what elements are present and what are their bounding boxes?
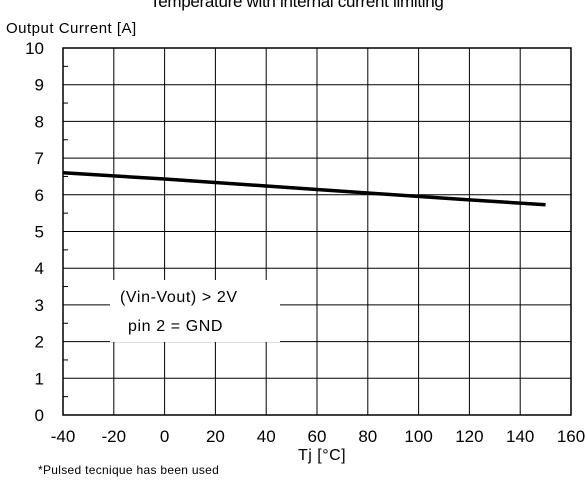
- chart-title: Temperature with internal current limiti…: [150, 0, 587, 16]
- y-tick-label: 6: [35, 186, 44, 205]
- x-tick-label: 100: [404, 427, 432, 446]
- y-tick-label: 8: [35, 112, 44, 131]
- footnote: *Pulsed tecnique has been used: [38, 463, 219, 477]
- y-tick-label: 1: [35, 369, 44, 388]
- series-group: [62, 171, 546, 207]
- y-tick-label: 7: [35, 149, 44, 168]
- y-tick-label: 10: [25, 39, 44, 58]
- y-axis-label: Output Current [A]: [6, 20, 137, 37]
- x-tick-labels: -40 -20 0 20 40 60 80 100 120 140 160: [51, 427, 585, 446]
- annotation-line-1: (Vin-Vout) > 2V: [120, 289, 238, 306]
- x-tick-label: 60: [308, 427, 327, 446]
- x-tick-label: 0: [160, 427, 169, 446]
- chart-title-text: Temperature with internal current limiti…: [150, 0, 444, 11]
- y-tick-label: 3: [35, 296, 44, 315]
- x-tick-label: -40: [51, 427, 76, 446]
- annotation-line-2: pin 2 = GND: [128, 318, 223, 335]
- annotation-background: [110, 280, 280, 342]
- x-tick-label: 20: [206, 427, 225, 446]
- x-tick-label: 160: [557, 427, 585, 446]
- x-tick-label: 120: [455, 427, 483, 446]
- x-tick-label: 40: [257, 427, 276, 446]
- annotation-box: (Vin-Vout) > 2V pin 2 = GND: [110, 280, 280, 342]
- y-tick-labels: 0 1 2 3 4 5 6 7 8 9 10: [25, 39, 44, 425]
- y-tick-label: 5: [35, 223, 44, 242]
- y-tick-label: 4: [35, 259, 44, 278]
- plot-frame: [62, 47, 572, 416]
- x-tick-label: 80: [358, 427, 377, 446]
- x-tick-label: -20: [102, 427, 127, 446]
- x-axis-label: Tj [°C]: [298, 447, 346, 464]
- x-tick-label: 140: [506, 427, 534, 446]
- grid: [62, 47, 572, 416]
- y-tick-label: 2: [35, 333, 44, 352]
- y-tick-label: 0: [35, 406, 44, 425]
- y-tick-label: 9: [35, 76, 44, 95]
- series-line: [62, 171, 546, 207]
